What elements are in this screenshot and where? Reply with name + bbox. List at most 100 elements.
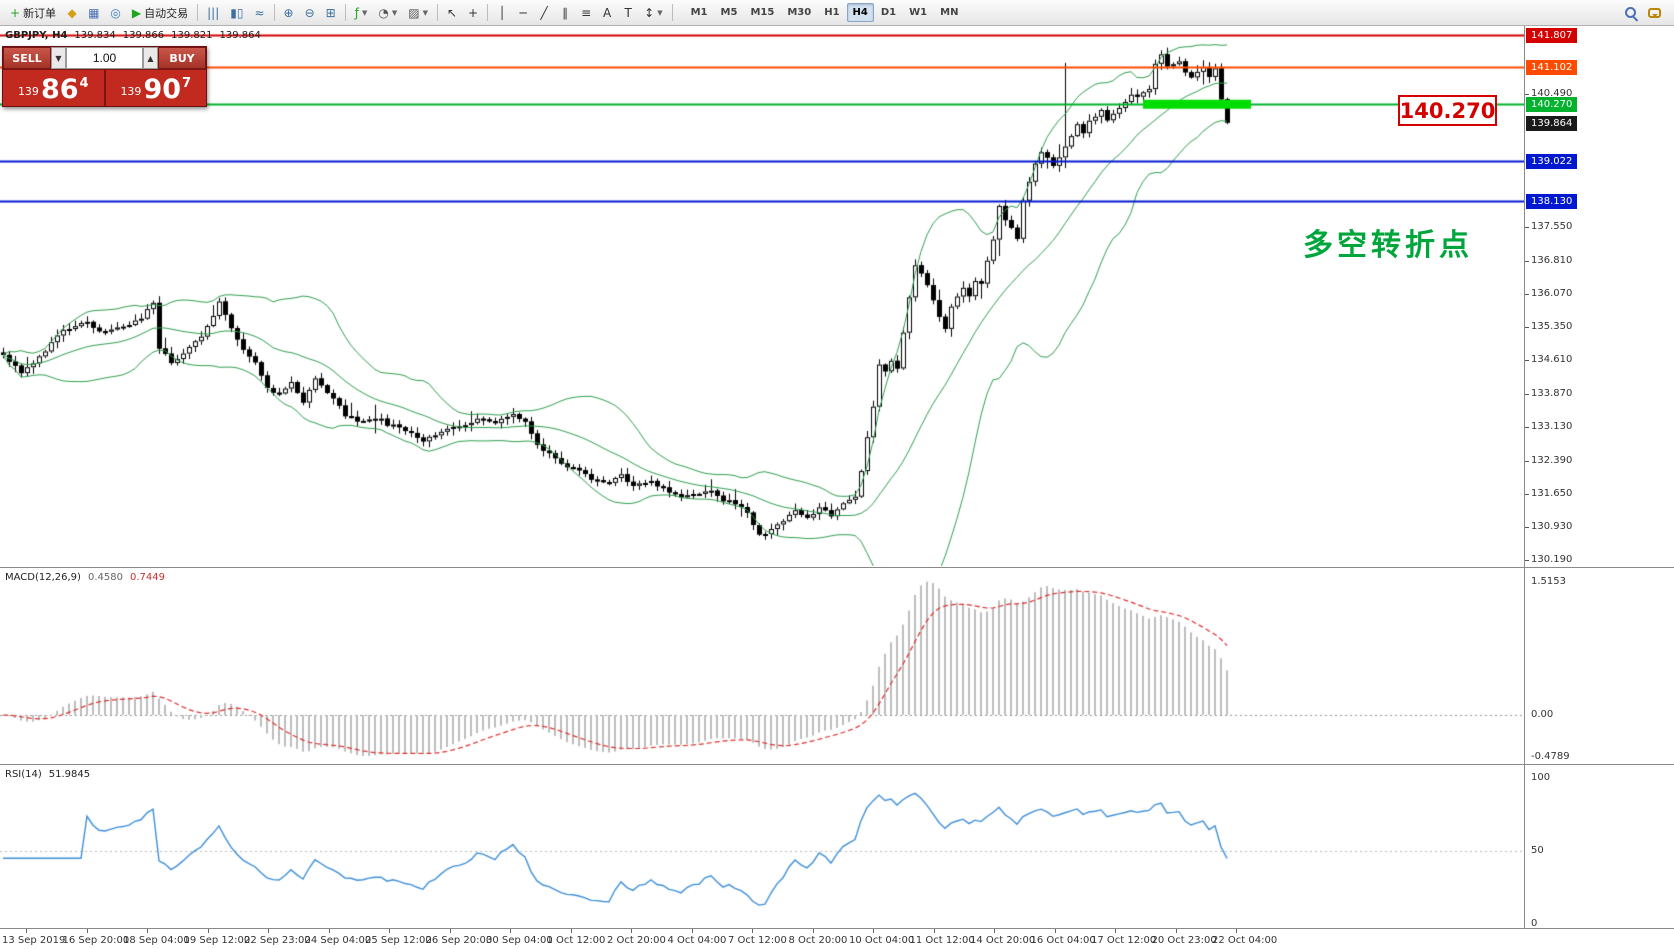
panel-divider[interactable] (0, 764, 1674, 765)
line-chart-icon-glyph: ≈ (254, 5, 265, 20)
volume-down-button[interactable]: ▼ (51, 47, 66, 69)
profile-icon[interactable]: ◆ (62, 3, 82, 23)
charts-grid-icon-glyph: ▦ (88, 5, 100, 20)
rsi-label: RSI(14) 51.9845 (5, 769, 91, 780)
time-tick (510, 929, 511, 933)
horizontal-line-icon[interactable]: ─ (513, 3, 533, 23)
dropdown-caret-icon: ▼ (361, 8, 368, 17)
periods-glyph: ◔ (378, 5, 389, 20)
toolbar-buttons: + 新订单 ◆ ▦ ◎ ▶ 自动交易 ||| ▮▯ ≈ ⊕ ⊖ ⊞ ƒ ▼ ◔ ▼ ▨ ▼ ↖ + │ ─ ╱ ∥ ≡ A T ↕ ▼ (5, 3, 676, 23)
autotrading-glyph: ▶ (131, 5, 142, 20)
autotrading-button-label: 自动交易 (144, 6, 189, 20)
vertical-line-icon[interactable]: │ (492, 3, 512, 23)
bar-chart-icon-glyph: ||| (207, 5, 220, 20)
templates-glyph: ▨ (408, 5, 420, 20)
toolbar-separator (487, 4, 489, 21)
new-order-button[interactable]: + 新订单 (5, 3, 61, 23)
toolbar-right (1624, 6, 1669, 20)
time-tick (994, 929, 995, 933)
sell-button[interactable]: SELL (3, 47, 51, 69)
time-label: 11 Oct 12:00 (909, 935, 975, 946)
channel-icon[interactable]: ∥ (555, 3, 575, 23)
fibonacci-icon[interactable]: ≡ (576, 3, 596, 23)
quotes-icon-glyph: ◎ (110, 5, 121, 20)
time-label: 7 Oct 12:00 (728, 935, 787, 946)
bar-chart-icon[interactable]: ||| (202, 3, 224, 23)
candlestick-chart[interactable] (0, 26, 1524, 566)
quotes-icon[interactable]: ◎ (105, 3, 125, 23)
periods-button[interactable]: ◔ ▼ (373, 3, 402, 23)
time-axis[interactable]: 13 Sep 2019 16 Sep 20:00 18 Sep 04:00 19 Se… (0, 928, 1674, 949)
cursor-icon[interactable]: ↖ (442, 3, 462, 23)
timeframe-d1[interactable]: D1 (880, 7, 897, 18)
vertical-line-icon-glyph: │ (498, 5, 506, 20)
arrows-icon[interactable]: ↕ ▼ (639, 3, 667, 23)
zoom-out-icon[interactable]: ⊖ (300, 3, 320, 23)
scale-tick (1525, 360, 1529, 362)
charts-grid-icon[interactable]: ▦ (83, 3, 104, 23)
timeframe-h4[interactable]: H4 (846, 3, 874, 22)
indicators-button[interactable]: ƒ ▼ (350, 3, 373, 23)
volume-up-button[interactable]: ▲ (143, 47, 158, 69)
chart-symbol-ohlc: GBPJPY, H4 139.834 139.866 139.821 139.8… (5, 30, 261, 41)
price-scale[interactable]: 140.490 137.550 136.810 136.070 135.350 134.6… (1524, 26, 1674, 929)
time-label: 2 Oct 20:00 (607, 935, 666, 946)
timeframe-bar: M1 M5 M15 M30 H1 H4 D1 W1 MN (685, 3, 965, 22)
text-icon[interactable]: A (597, 3, 617, 23)
rsi-scale-label: 0 (1531, 918, 1538, 929)
panel-divider[interactable] (0, 567, 1674, 568)
sell-price-button[interactable]: 139 86 4 (3, 70, 104, 106)
timeframe-w1[interactable]: W1 (909, 7, 928, 18)
price-line-badge: 139.864 (1526, 115, 1578, 131)
profile-icon-glyph: ◆ (67, 5, 77, 20)
ohlc-close: 139.864 (219, 30, 261, 41)
time-label: 18 Sep 04:00 (123, 935, 190, 946)
rsi-panel[interactable] (0, 766, 1524, 928)
timeframe-mn[interactable]: MN (940, 7, 959, 18)
price-line-badge: 141.807 (1526, 27, 1578, 43)
channel-icon-glyph: ∥ (562, 5, 569, 20)
timeframe-m15[interactable]: M15 (750, 7, 775, 18)
zoom-out-icon-glyph: ⊖ (304, 5, 315, 20)
time-label: 14 Oct 20:00 (970, 935, 1036, 946)
price-callout[interactable]: 140.270 (1398, 95, 1497, 126)
candlestick-chart-icon-glyph: ▮▯ (230, 5, 244, 20)
timeframe-m5[interactable]: M5 (720, 7, 738, 18)
autotrading-button[interactable]: ▶ 自动交易 (127, 3, 193, 23)
time-label: 4 Oct 04:00 (667, 935, 727, 946)
time-label: 13 Sep 2019 (2, 935, 66, 946)
timeframe-m30[interactable]: M30 (787, 7, 812, 18)
candlestick-chart-icon[interactable]: ▮▯ (225, 3, 248, 23)
line-chart-icon[interactable]: ≈ (249, 3, 269, 23)
crosshair-icon[interactable]: + (463, 3, 483, 23)
macd-panel[interactable] (0, 569, 1524, 763)
arrows-icon-glyph: ↕ (644, 5, 655, 20)
timeframe-m1[interactable]: M1 (690, 7, 708, 18)
price-line-badge: 140.270 (1526, 97, 1578, 113)
scale-tick (1525, 494, 1529, 496)
price-grid-label: 131.650 (1531, 488, 1573, 500)
time-tick (631, 929, 632, 933)
templates-button[interactable]: ▨ ▼ (403, 3, 433, 23)
time-label: 10 Oct 04:00 (849, 935, 915, 946)
timeframe-h1[interactable]: H1 (824, 7, 840, 18)
trendline-icon[interactable]: ╱ (534, 3, 554, 23)
chat-icon[interactable] (1648, 7, 1661, 18)
volume-input[interactable] (66, 47, 143, 69)
buy-price-button[interactable]: 139 90 7 (105, 70, 206, 106)
symbol-period: GBPJPY, H4 (5, 30, 68, 41)
tile-windows-icon-glyph: ⊞ (325, 5, 336, 20)
price-line-badge: 139.022 (1526, 153, 1578, 169)
price-grid-label: 136.070 (1531, 288, 1573, 300)
price-grid-label: 137.550 (1531, 221, 1573, 233)
time-tick (873, 929, 874, 933)
buy-button[interactable]: BUY (158, 47, 206, 69)
tile-windows-icon[interactable]: ⊞ (321, 3, 341, 23)
search-icon[interactable] (1624, 6, 1638, 20)
trendline-icon-glyph: ╱ (540, 5, 548, 20)
label-icon[interactable]: T (618, 3, 638, 23)
time-tick (449, 929, 451, 933)
zoom-in-icon[interactable]: ⊕ (279, 3, 299, 23)
scale-tick (1525, 294, 1529, 296)
